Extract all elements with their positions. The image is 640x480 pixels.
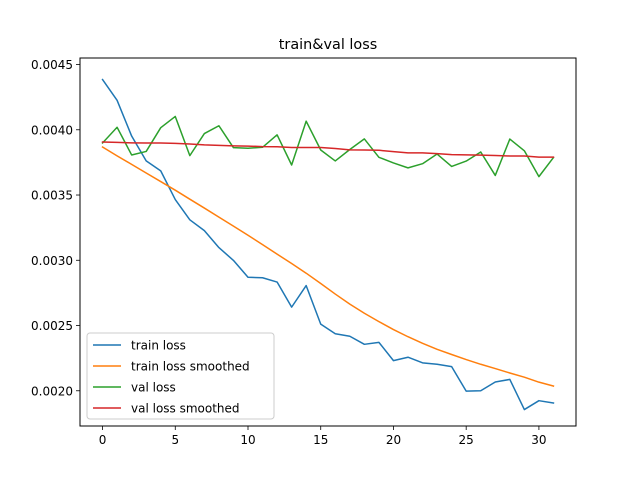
chart-title: train&val loss: [279, 37, 377, 53]
series-line-val-loss-smoothed: [101, 141, 555, 158]
x-axis-ticks: 0 5 10 15 20 25 30: [99, 426, 547, 447]
x-tick-label: 10: [240, 433, 255, 447]
series-line-train-loss-smoothed: [101, 145, 555, 387]
series-line-train-loss: [101, 78, 555, 411]
legend-label: train loss: [131, 339, 186, 353]
y-tick-label: 0.0030: [31, 254, 73, 268]
y-tick-label: 0.0025: [31, 319, 73, 333]
series-line-val-loss: [101, 115, 555, 178]
x-tick-label: 20: [386, 433, 401, 447]
y-tick-label: 0.0040: [31, 123, 73, 137]
x-tick-label: 5: [171, 433, 179, 447]
x-tick-label: 0: [99, 433, 107, 447]
legend-box: [86, 332, 275, 420]
legend-label: train loss smoothed: [131, 360, 250, 374]
legend-label: val loss smoothed: [131, 402, 240, 416]
series-lines: [101, 78, 555, 411]
y-tick-label: 0.0020: [31, 384, 73, 398]
x-tick-label: 25: [459, 433, 474, 447]
legend-label: val loss: [131, 381, 176, 395]
y-axis-ticks: 0.0020 0.0025 0.0030 0.0035 0.0040 0.0045: [31, 58, 80, 398]
x-tick-label: 30: [531, 433, 546, 447]
legend: train loss train loss smoothed val loss val…: [86, 332, 275, 420]
x-tick-label: 15: [313, 433, 328, 447]
y-tick-label: 0.0035: [31, 189, 73, 203]
axes-frame: [79, 57, 577, 427]
y-tick-label: 0.0045: [31, 58, 73, 72]
